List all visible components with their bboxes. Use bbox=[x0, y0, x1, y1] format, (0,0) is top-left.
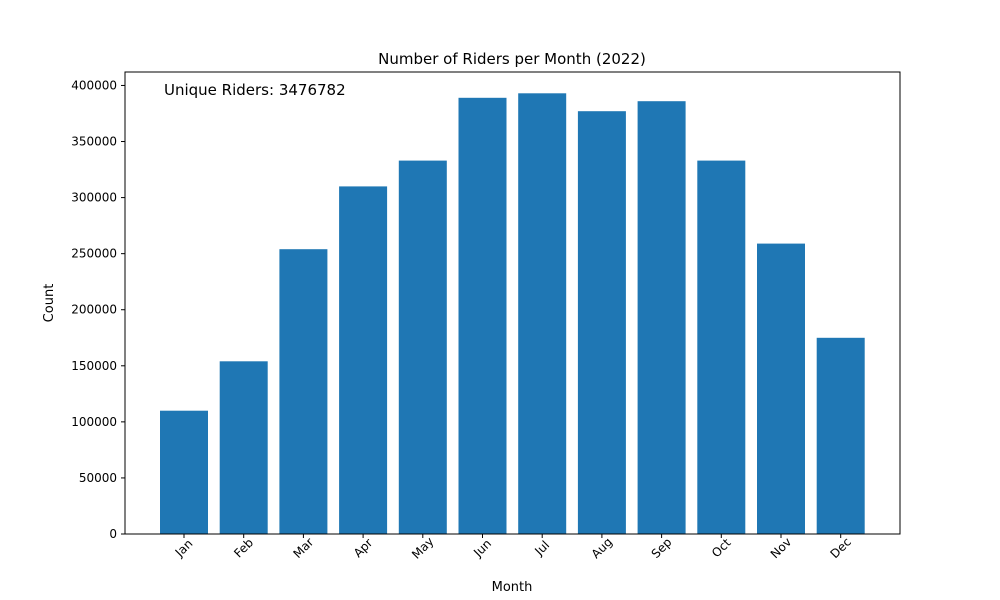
y-tick-label: 100000 bbox=[71, 415, 117, 429]
y-tick-label: 400000 bbox=[71, 78, 117, 92]
y-tick-label: 250000 bbox=[71, 247, 117, 261]
bar-dec bbox=[816, 337, 865, 534]
y-axis-ticks: 0 50000 100000 150000 200000 250000 300000 3500… bbox=[71, 78, 125, 541]
bar-sep bbox=[637, 101, 686, 534]
y-tick-label: 0 bbox=[109, 527, 117, 541]
bar-nov bbox=[757, 243, 805, 534]
y-tick-label: 150000 bbox=[71, 359, 117, 373]
bar-mar bbox=[279, 249, 328, 534]
bar-jul bbox=[518, 93, 567, 535]
bar-jun bbox=[458, 97, 507, 535]
bar-jan bbox=[160, 410, 208, 534]
x-axis-label: Month bbox=[492, 580, 533, 595]
y-tick-label: 350000 bbox=[71, 135, 117, 149]
annotation-unique-riders: Unique Riders: 3476782 bbox=[164, 81, 346, 99]
bar-aug bbox=[577, 111, 626, 534]
chart-title: Number of Riders per Month (2022) bbox=[378, 50, 646, 68]
bar-apr bbox=[339, 186, 388, 534]
y-axis-label: Count bbox=[42, 284, 57, 323]
bar-may bbox=[398, 160, 447, 534]
y-tick-label: 50000 bbox=[79, 471, 117, 485]
bar-feb bbox=[219, 361, 268, 534]
bar-oct bbox=[697, 160, 746, 534]
y-tick-label: 300000 bbox=[71, 191, 117, 205]
y-tick-label: 200000 bbox=[71, 303, 117, 317]
plot-frame bbox=[124, 71, 901, 535]
bars-group bbox=[160, 93, 865, 535]
